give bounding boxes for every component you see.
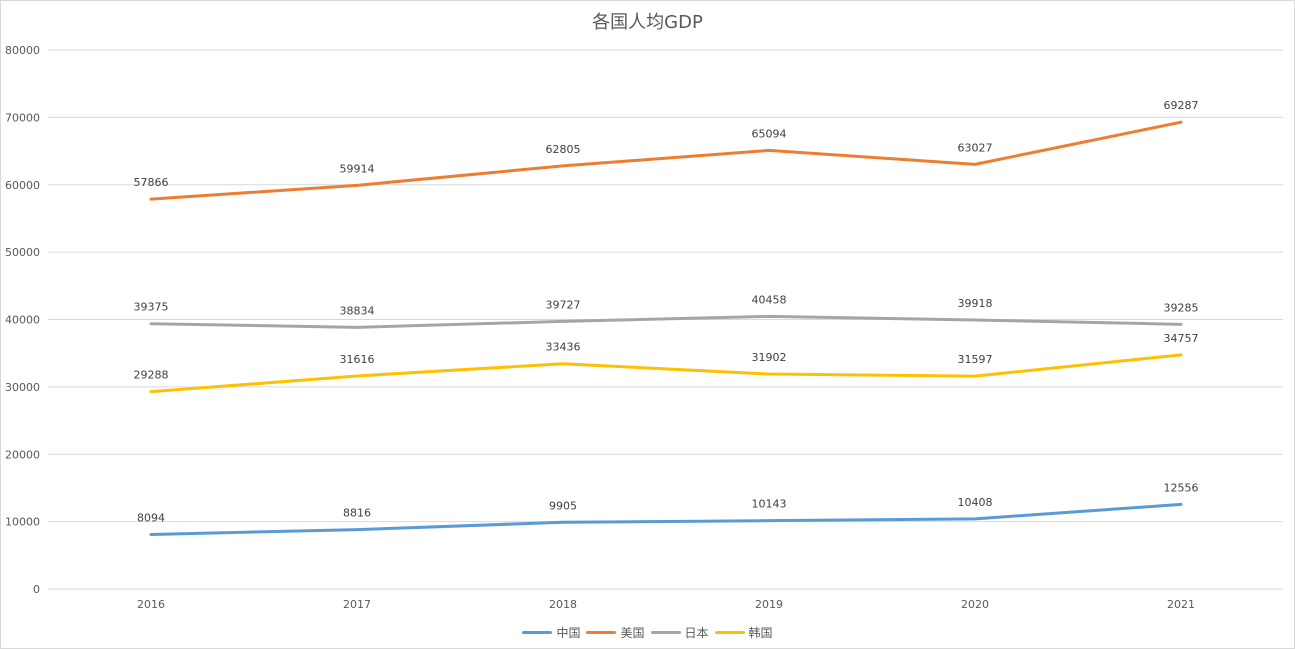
chart-title: 各国人均GDP <box>592 12 703 33</box>
y-tick-label: 60000 <box>5 179 40 192</box>
legend-item: 日本 <box>650 624 709 641</box>
series-line <box>149 353 1183 394</box>
legend-swatch <box>650 631 681 634</box>
x-tick-label: 2021 <box>1167 598 1195 611</box>
y-tick-label: 0 <box>33 583 40 596</box>
legend-label: 日本 <box>684 626 709 640</box>
data-label: 31902 <box>752 351 787 364</box>
y-tick-label: 10000 <box>5 516 40 529</box>
x-tick-label: 2020 <box>961 598 989 611</box>
data-label: 10408 <box>958 496 993 509</box>
series-lines <box>149 120 1183 536</box>
legend-swatch <box>586 631 617 634</box>
data-label: 65094 <box>752 127 787 140</box>
data-label: 40458 <box>752 293 787 306</box>
data-label: 39918 <box>958 297 993 310</box>
x-tick-label: 2016 <box>137 598 165 611</box>
data-label: 31597 <box>958 353 993 366</box>
legend-item: 韩国 <box>714 624 773 641</box>
data-label: 31616 <box>340 353 375 366</box>
x-tick-label: 2017 <box>343 598 371 611</box>
data-label: 69287 <box>1164 99 1199 112</box>
y-tick-label: 40000 <box>5 314 40 327</box>
y-tick-label: 70000 <box>5 111 40 124</box>
data-label: 34757 <box>1164 332 1199 345</box>
legend-swatch <box>714 631 745 634</box>
data-label: 8816 <box>343 507 371 520</box>
data-label: 39375 <box>134 301 169 314</box>
data-label: 63027 <box>958 141 993 154</box>
data-label: 8094 <box>137 511 165 524</box>
data-label: 39285 <box>1164 301 1199 314</box>
gridlines <box>48 49 1283 590</box>
y-tick-label: 30000 <box>5 381 40 394</box>
y-tick-label: 50000 <box>5 246 40 259</box>
y-tick-label: 80000 <box>5 44 40 57</box>
data-label: 29288 <box>134 369 169 382</box>
data-label: 10143 <box>752 498 787 511</box>
legend-item: 美国 <box>586 624 645 641</box>
data-label: 39727 <box>546 298 581 311</box>
legend-label: 中国 <box>556 626 581 640</box>
data-label: 38834 <box>340 304 375 317</box>
legend-label: 美国 <box>620 626 645 640</box>
data-label: 59914 <box>340 162 375 175</box>
series-line <box>149 502 1183 536</box>
y-tick-label: 20000 <box>5 448 40 461</box>
y-axis-ticks: 0 10000 20000 30000 40000 50000 60000 70000 8000… <box>5 44 40 596</box>
legend-label: 韩国 <box>748 626 773 640</box>
data-label: 9905 <box>549 499 577 512</box>
legend-item: 中国 <box>522 624 580 641</box>
data-labels: 8094 8816 9905 10143 10408 12556 57866 59914 628… <box>134 99 1199 524</box>
legend: 中国 美国 日本 韩国 <box>0 624 1295 641</box>
data-label: 12556 <box>1164 481 1199 494</box>
legend-swatch <box>522 631 553 634</box>
series-line <box>149 120 1183 201</box>
data-label: 62805 <box>546 143 581 156</box>
data-label: 57866 <box>134 176 169 189</box>
x-tick-label: 2019 <box>755 598 783 611</box>
data-label: 33436 <box>546 341 581 354</box>
x-axis-ticks: 2016 2017 2018 2019 2020 2021 <box>137 598 1195 611</box>
x-tick-label: 2018 <box>549 598 577 611</box>
series-line <box>149 314 1183 329</box>
